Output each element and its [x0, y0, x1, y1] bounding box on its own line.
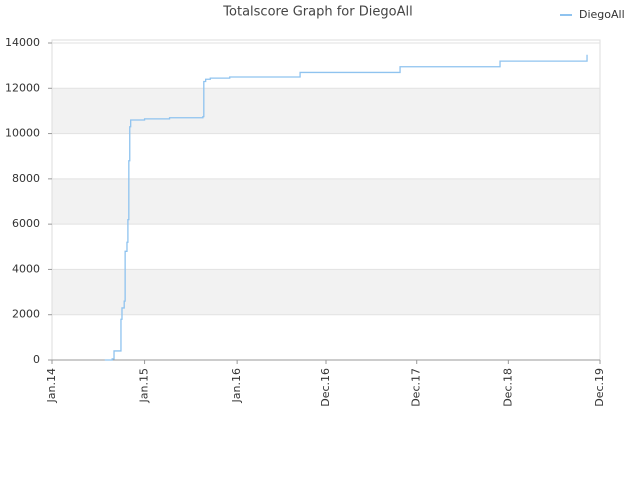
grid-band: [52, 178, 600, 225]
legend-label: DiegoAll: [579, 8, 625, 21]
x-tick-label: Dec.16: [319, 368, 332, 407]
y-tick-label: 6000: [12, 217, 40, 230]
x-tick-label: Dec.17: [410, 368, 423, 407]
y-tick-label: 10000: [5, 127, 40, 140]
x-tick-label: Dec.19: [593, 368, 606, 407]
data-line: [104, 54, 588, 361]
y-tick-label: 0: [33, 353, 40, 366]
y-tick-label: 4000: [12, 262, 40, 275]
chart-title: Totalscore Graph for DiegoAll: [222, 5, 412, 20]
grid-band: [52, 269, 600, 315]
y-tick-label: 14000: [5, 36, 40, 49]
grid-band: [52, 88, 600, 134]
y-tick-label: 2000: [12, 308, 40, 321]
x-tick-label: Jan.14: [45, 368, 58, 403]
x-tick-label: Dec.18: [501, 368, 514, 407]
x-tick-label: Jan.16: [230, 368, 243, 403]
y-tick-label: 12000: [5, 81, 40, 94]
x-tick-label: Jan.15: [138, 368, 151, 403]
y-tick-label: 8000: [12, 172, 40, 185]
